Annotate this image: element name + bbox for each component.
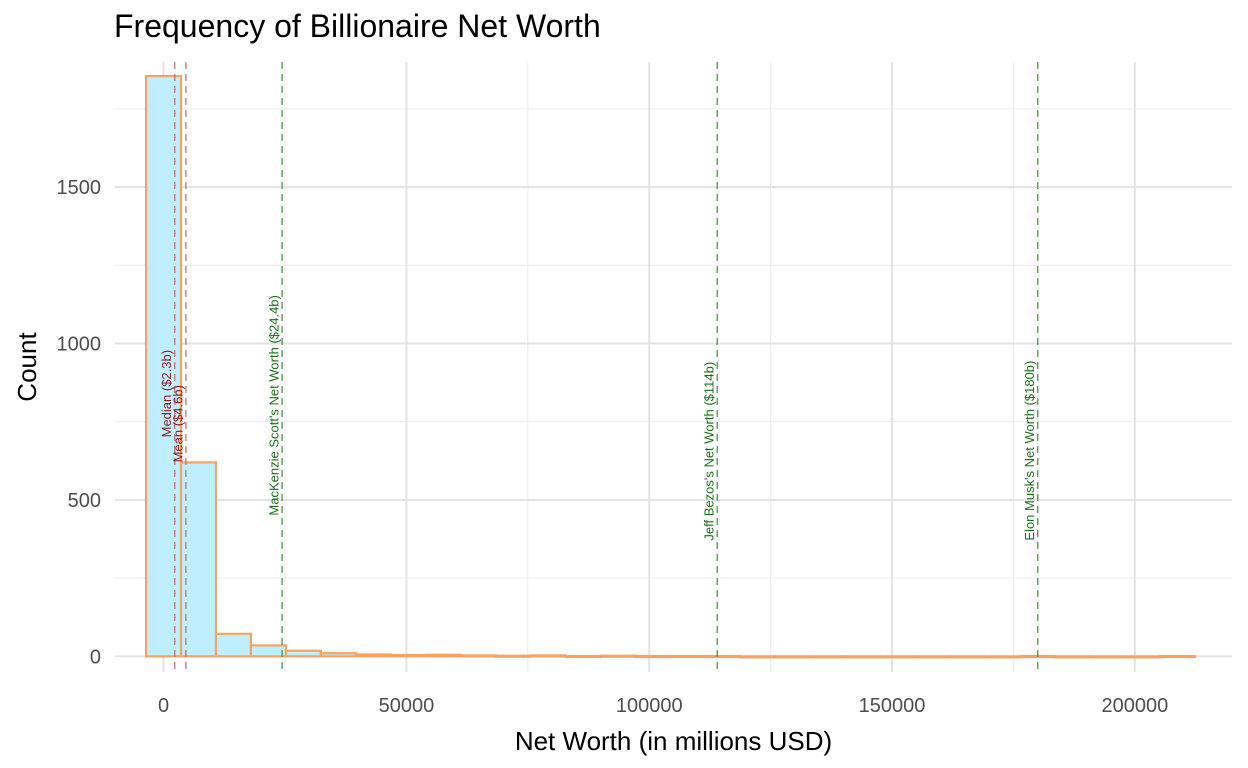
histogram-bar — [914, 655, 952, 659]
x-axis-ticks: 0 50000 100000 150000 200000 — [158, 695, 1168, 717]
reference-line-label: Jeff Bezos's Net Worth ($114b) — [702, 362, 717, 541]
x-tick-label: 0 — [158, 695, 169, 717]
histogram-bar — [599, 654, 637, 658]
histogram-bar — [704, 654, 742, 659]
reference-line-label: Elon Musk's Net Worth ($180b) — [1022, 361, 1037, 541]
y-tick-label: 1000 — [57, 334, 102, 356]
x-tick-label: 100000 — [616, 695, 683, 717]
histogram-bar — [529, 654, 567, 658]
histogram-bar — [634, 654, 672, 659]
histogram-bar — [564, 654, 602, 659]
chart-title: Frequency of Billionaire Net Worth — [114, 8, 601, 44]
histogram-bar — [984, 655, 1022, 659]
histogram-bar — [284, 649, 323, 658]
histogram-bar — [879, 655, 917, 659]
histogram-bar — [389, 654, 427, 658]
histogram-bar — [179, 461, 218, 658]
x-tick-label: 50000 — [379, 695, 435, 717]
histogram-bar — [1124, 655, 1162, 659]
histogram-bar — [319, 652, 357, 658]
y-tick-label: 1500 — [57, 177, 102, 199]
y-tick-label: 500 — [68, 490, 101, 512]
reference-lines: Median ($2.3b)Mean ($4.6b) MacKenzie Scot… — [159, 62, 1039, 672]
y-axis-ticks: 0 500 1000 1500 — [57, 177, 102, 668]
histogram-bar — [774, 655, 812, 659]
histogram-bar — [669, 654, 707, 659]
histogram-bar — [494, 654, 532, 658]
histogram-bar — [949, 655, 987, 659]
reference-line-label: Median ($2.3b) — [159, 350, 174, 437]
histogram-bar — [1089, 655, 1127, 659]
x-axis-title: Net Worth (in millions USD) — [515, 726, 832, 756]
x-tick-label: 150000 — [859, 695, 926, 717]
histogram-bar — [249, 644, 288, 658]
histogram-bar — [459, 654, 497, 658]
x-tick-label: 200000 — [1101, 695, 1168, 717]
histogram-bar — [739, 655, 777, 659]
histogram-bar — [1054, 655, 1092, 659]
histogram-bar — [214, 632, 253, 658]
histogram-bar — [1159, 654, 1197, 659]
histogram-bar — [424, 653, 462, 658]
histogram-bar — [809, 655, 847, 659]
reference-line-label: Mean ($4.6b) — [170, 385, 185, 462]
y-axis-title: Count — [12, 332, 42, 402]
histogram-bar — [844, 655, 882, 659]
histogram-bar — [354, 653, 392, 658]
reference-line-label: MacKenzie Scott's Net Worth ($24.4b) — [267, 295, 282, 515]
y-tick-label: 0 — [90, 646, 101, 668]
